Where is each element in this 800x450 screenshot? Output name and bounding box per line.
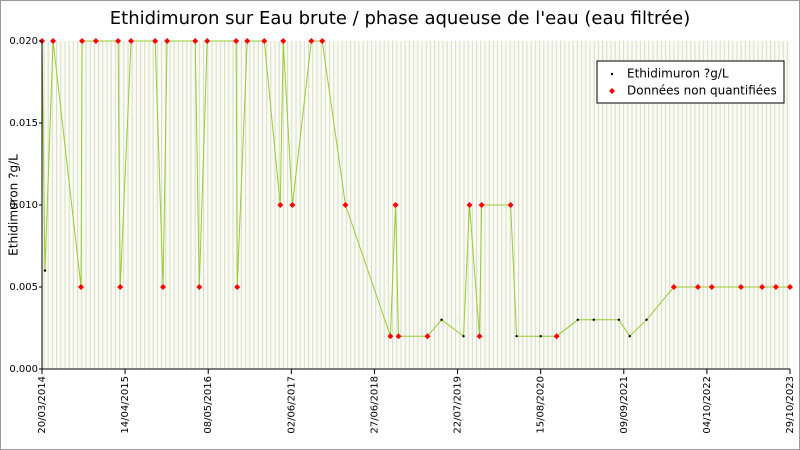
data-point	[43, 269, 47, 272]
y-tick-label: 0.020	[9, 36, 38, 47]
non-quantified-point	[737, 284, 744, 290]
non-quantified-point	[553, 333, 560, 340]
non-quantified-point	[92, 38, 99, 44]
y-axis-label: Ethidimuron ?g/L	[7, 154, 21, 256]
non-quantified-point	[77, 284, 84, 290]
non-quantified-point	[117, 284, 124, 290]
x-tick-label: 20/03/2014	[37, 376, 48, 434]
legend-label: Ethidimuron ?g/L	[627, 67, 729, 81]
non-quantified-point	[234, 284, 241, 290]
legend-marker	[610, 72, 614, 76]
chart-title: Ethidimuron sur Eau brute / phase aqueus…	[110, 8, 690, 29]
x-tick-label: 29/10/2023	[785, 376, 796, 434]
non-quantified-point	[772, 284, 779, 290]
y-tick-label: 0.000	[9, 364, 38, 375]
non-quantified-point	[196, 284, 203, 290]
x-tick-label: 02/06/2017	[286, 376, 297, 434]
series-line	[41, 40, 790, 338]
non-quantified-point	[476, 333, 483, 340]
y-tick-label: 0.015	[9, 118, 38, 129]
x-tick-label: 08/05/2016	[203, 376, 214, 434]
x-tick-label: 15/08/2020	[536, 376, 547, 434]
legend-box	[596, 60, 785, 104]
non-quantified-point	[507, 202, 514, 208]
non-quantified-point	[204, 38, 211, 44]
non-quantified-point	[342, 202, 349, 208]
legend-label: Données non quantifiées	[627, 84, 777, 98]
non-quantified-point	[50, 38, 57, 44]
data-point	[462, 335, 465, 338]
non-quantified-point	[478, 202, 485, 208]
non-quantified-point	[244, 38, 251, 44]
legend: Ethidimuron ?g/L Données non quantifiées	[596, 60, 785, 104]
non-quantified-point	[160, 284, 167, 290]
non-quantified-point	[115, 38, 122, 44]
data-point	[539, 335, 542, 338]
non-quantified-point	[787, 284, 793, 290]
non-quantified-point	[164, 38, 171, 44]
y-tick-label: 0.005	[9, 282, 38, 293]
non-quantified-point	[280, 38, 287, 44]
non-quantified-point	[670, 284, 677, 290]
x-tick-label: 04/10/2022	[702, 376, 713, 434]
non-quantified-point	[289, 202, 296, 208]
non-quantified-point	[694, 284, 701, 290]
data-point	[628, 335, 631, 338]
non-quantified-point	[392, 202, 399, 208]
non-quantified-point	[152, 38, 159, 44]
non-quantified-point	[387, 333, 394, 340]
non-quantified-point	[319, 38, 326, 44]
non-quantified-point	[424, 333, 431, 340]
data-point	[576, 318, 579, 321]
x-tick-label: 27/06/2018	[369, 376, 380, 434]
non-quantified-point	[708, 284, 715, 290]
non-quantified-point	[79, 38, 86, 44]
non-quantified-point	[308, 38, 315, 44]
non-quantified-point	[466, 202, 473, 208]
non-quantified-point	[192, 38, 199, 44]
x-tick-label: 09/09/2021	[619, 376, 630, 434]
non-quantified-point	[261, 38, 268, 44]
y-tick-label: 0.010	[9, 200, 38, 211]
non-quantified-point	[395, 333, 402, 340]
x-tick-label: 22/07/2019	[453, 376, 464, 434]
data-point	[515, 335, 518, 338]
x-tick-label: 14/04/2015	[120, 376, 131, 434]
legend-marker	[609, 88, 615, 94]
data-point	[645, 318, 648, 321]
non-quantified-point	[233, 38, 240, 44]
plot	[39, 38, 793, 340]
data-point	[440, 318, 443, 321]
non-quantified-point	[277, 202, 284, 208]
non-quantified-point	[128, 38, 135, 44]
data-point	[617, 318, 621, 321]
data-point	[592, 318, 595, 321]
non-quantified-point	[759, 284, 766, 290]
